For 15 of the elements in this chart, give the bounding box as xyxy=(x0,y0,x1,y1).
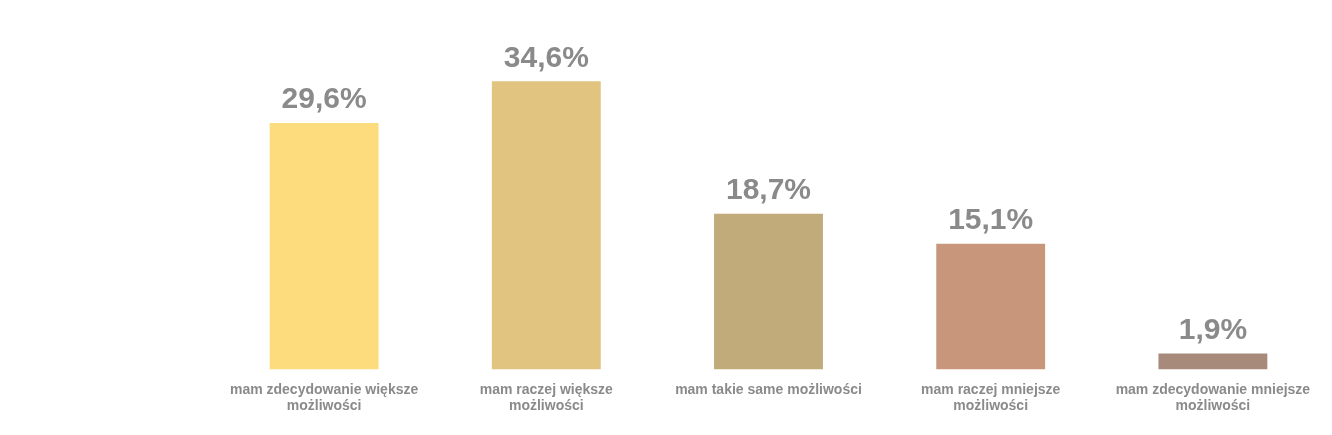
bar xyxy=(936,243,1046,370)
data-label: 15,1% xyxy=(948,201,1034,235)
data-label: 18,7% xyxy=(725,171,812,205)
bar xyxy=(491,81,601,370)
x-tick-label: mam zdecydowanie mniejsze możliwości xyxy=(1115,380,1311,414)
data-label: 29,6% xyxy=(281,81,367,115)
data-label: 1,9% xyxy=(1178,311,1248,345)
x-tick-label: mam takie same możliwości xyxy=(675,380,862,397)
bar xyxy=(1158,353,1268,370)
x-tick-label: mam raczej większe możliwości xyxy=(479,380,614,414)
bar xyxy=(714,213,823,370)
data-label: 34,6% xyxy=(503,39,589,73)
x-tick-label: mam zdecydowanie większe możliwości xyxy=(229,380,419,414)
bar xyxy=(269,122,379,370)
x-tick-label: mam raczej mniejsze możliwości xyxy=(921,380,1061,414)
